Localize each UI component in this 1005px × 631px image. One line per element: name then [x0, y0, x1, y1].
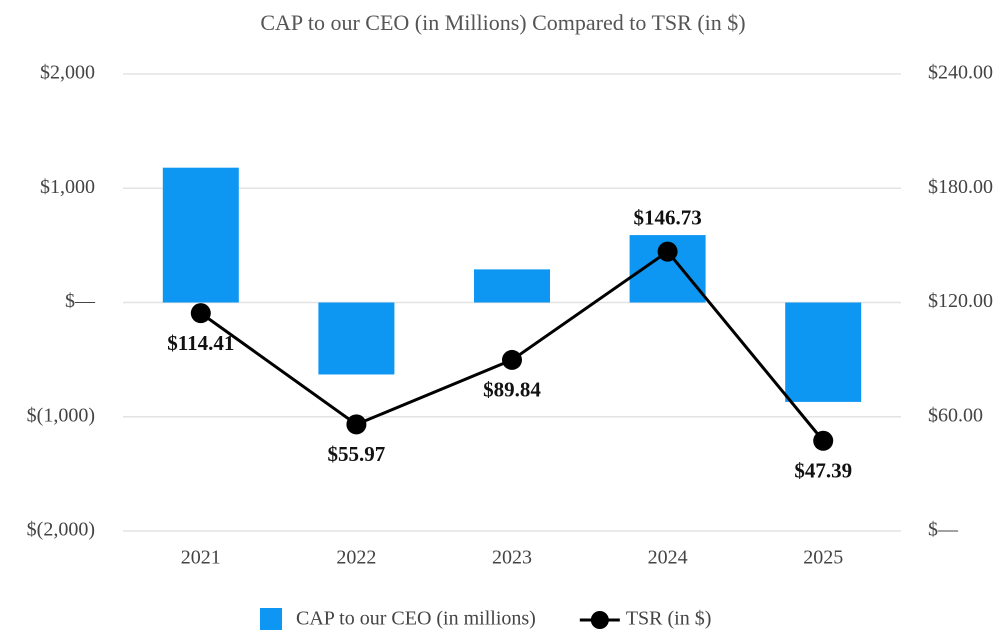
data-label: $146.73 — [633, 205, 701, 229]
legend-marker — [590, 611, 609, 629]
marker — [346, 414, 367, 435]
x-tick-label: 2022 — [336, 547, 376, 569]
y-tick-label: $(2,000) — [27, 519, 95, 541]
legend-label: CAP to our CEO (in millions) — [296, 608, 536, 630]
data-label: $55.97 — [328, 442, 386, 466]
y2-tick-label: $60.00 — [928, 404, 983, 426]
marker — [657, 241, 678, 262]
marker — [190, 303, 211, 324]
y-tick-label: $(1,000) — [27, 404, 95, 426]
data-label: $47.39 — [794, 459, 852, 483]
y2-tick-label: $180.00 — [928, 176, 993, 198]
y2-tick-label: $120.00 — [928, 290, 993, 312]
marker — [813, 430, 834, 451]
chart-title: CAP to our CEO (in Millions) Compared to… — [260, 10, 745, 35]
x-tick-label: 2023 — [492, 547, 532, 569]
y-tick-label: $— — [65, 290, 96, 312]
data-label: $114.41 — [167, 331, 234, 355]
bar — [474, 269, 550, 303]
x-tick-label: 2024 — [648, 547, 688, 569]
x-tick-label: 2021 — [181, 547, 221, 569]
bar — [785, 302, 862, 402]
x-tick-label: 2025 — [803, 547, 843, 569]
legend-swatch — [260, 608, 282, 630]
marker — [502, 349, 522, 370]
y2-tick-label: $— — [928, 519, 959, 541]
y-tick-label: $2,000 — [40, 62, 95, 84]
bar — [162, 167, 239, 303]
legend-label: TSR (in $) — [626, 608, 712, 630]
data-label: $89.84 — [483, 378, 541, 402]
y-tick-label: $1,000 — [40, 176, 95, 198]
y2-tick-label: $240.00 — [928, 62, 993, 84]
bar — [318, 302, 395, 375]
